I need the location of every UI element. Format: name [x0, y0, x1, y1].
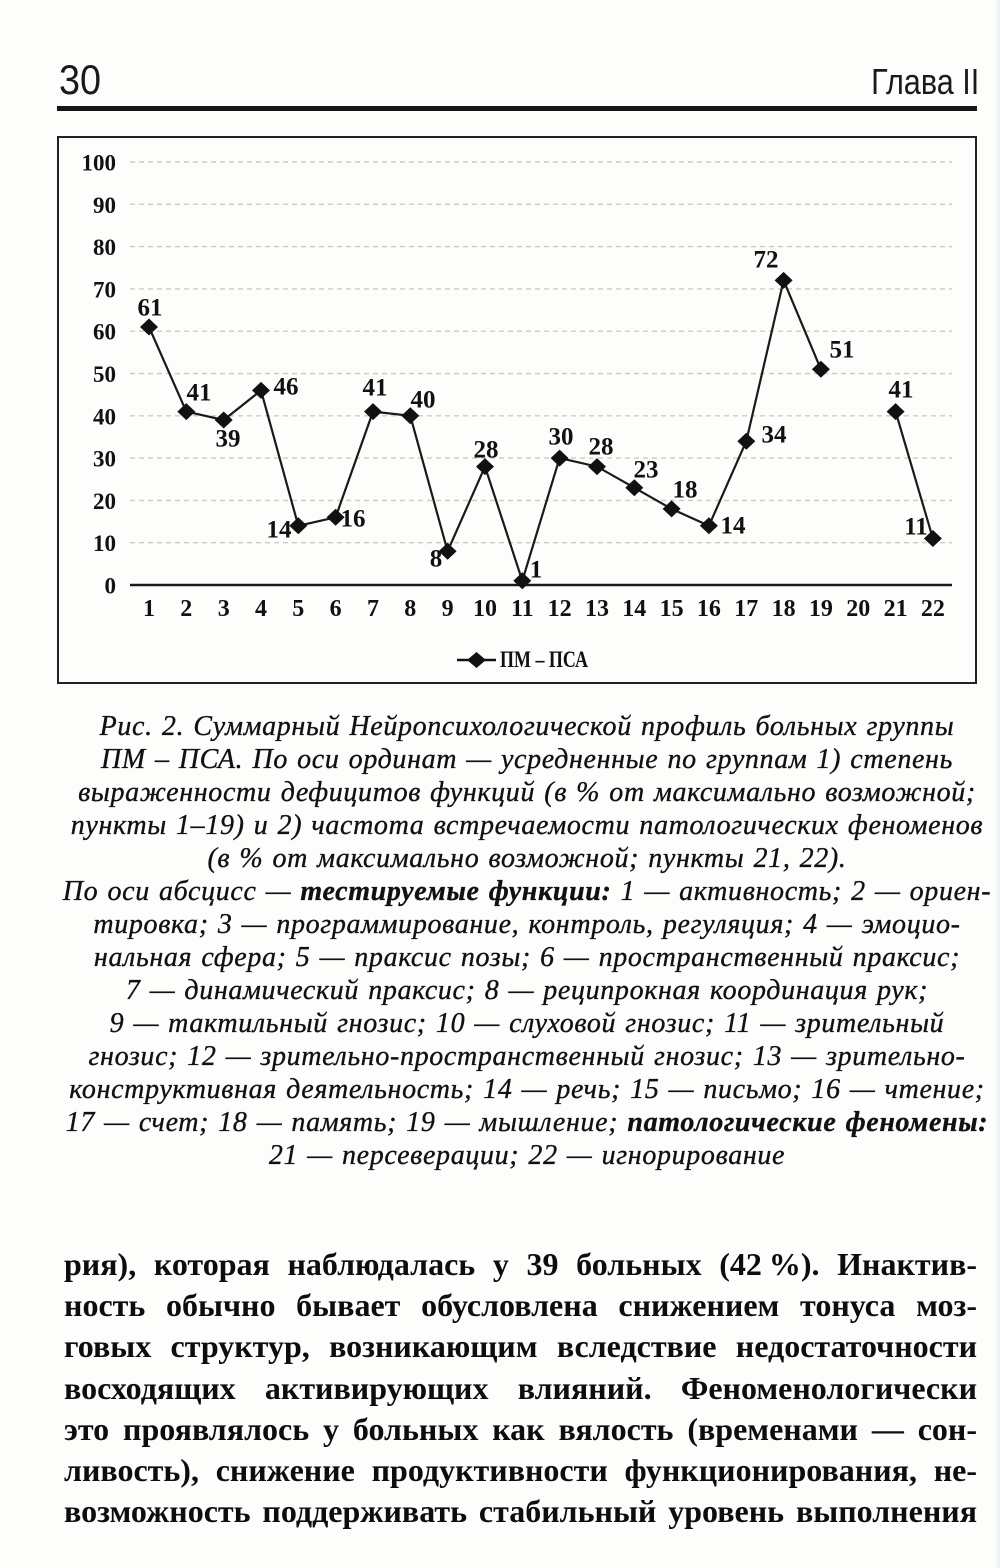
svg-text:12: 12 — [548, 596, 572, 622]
svg-text:8: 8 — [404, 596, 416, 622]
svg-text:40: 40 — [411, 387, 436, 414]
svg-text:11: 11 — [904, 514, 928, 541]
svg-text:20: 20 — [93, 489, 116, 514]
svg-text:41: 41 — [889, 377, 914, 404]
svg-text:18: 18 — [673, 477, 698, 504]
svg-text:10: 10 — [93, 531, 116, 556]
svg-text:39: 39 — [216, 426, 241, 453]
svg-text:72: 72 — [754, 247, 779, 274]
svg-text:15: 15 — [660, 596, 684, 622]
svg-text:21: 21 — [884, 596, 908, 622]
svg-text:80: 80 — [93, 235, 116, 260]
svg-text:100: 100 — [82, 151, 117, 176]
svg-text:14: 14 — [622, 596, 646, 622]
svg-text:61: 61 — [138, 295, 163, 322]
svg-text:50: 50 — [93, 362, 116, 387]
svg-text:ПМ – ПСА: ПМ – ПСА — [500, 647, 588, 672]
svg-text:40: 40 — [93, 404, 116, 429]
svg-text:2: 2 — [180, 596, 192, 622]
svg-text:14: 14 — [721, 513, 747, 540]
svg-text:20: 20 — [846, 596, 870, 622]
svg-text:11: 11 — [511, 596, 534, 622]
svg-text:60: 60 — [93, 320, 116, 345]
svg-text:9: 9 — [442, 596, 454, 622]
svg-text:30: 30 — [549, 424, 574, 451]
svg-text:30: 30 — [93, 447, 116, 472]
svg-text:70: 70 — [93, 277, 116, 302]
svg-text:0: 0 — [105, 574, 117, 599]
svg-text:90: 90 — [93, 193, 116, 218]
svg-text:19: 19 — [809, 596, 833, 622]
svg-text:23: 23 — [634, 457, 659, 484]
svg-text:8: 8 — [430, 546, 443, 573]
svg-text:28: 28 — [474, 437, 499, 464]
svg-text:22: 22 — [921, 596, 945, 622]
svg-text:41: 41 — [187, 380, 212, 407]
svg-text:1: 1 — [143, 596, 155, 622]
svg-text:13: 13 — [585, 596, 609, 622]
svg-text:28: 28 — [589, 434, 614, 461]
svg-text:46: 46 — [274, 374, 299, 401]
svg-text:34: 34 — [762, 422, 788, 449]
svg-text:51: 51 — [830, 337, 855, 364]
svg-text:4: 4 — [255, 596, 267, 622]
svg-text:41: 41 — [363, 375, 388, 402]
svg-text:17: 17 — [734, 596, 758, 622]
svg-text:3: 3 — [218, 596, 230, 622]
svg-text:14: 14 — [267, 517, 293, 544]
svg-text:10: 10 — [473, 596, 497, 622]
svg-text:16: 16 — [697, 596, 721, 622]
svg-text:1: 1 — [530, 557, 543, 584]
svg-text:6: 6 — [330, 596, 342, 622]
svg-text:7: 7 — [367, 596, 379, 622]
svg-text:5: 5 — [292, 596, 304, 622]
svg-text:16: 16 — [341, 506, 366, 533]
svg-text:18: 18 — [772, 596, 796, 622]
